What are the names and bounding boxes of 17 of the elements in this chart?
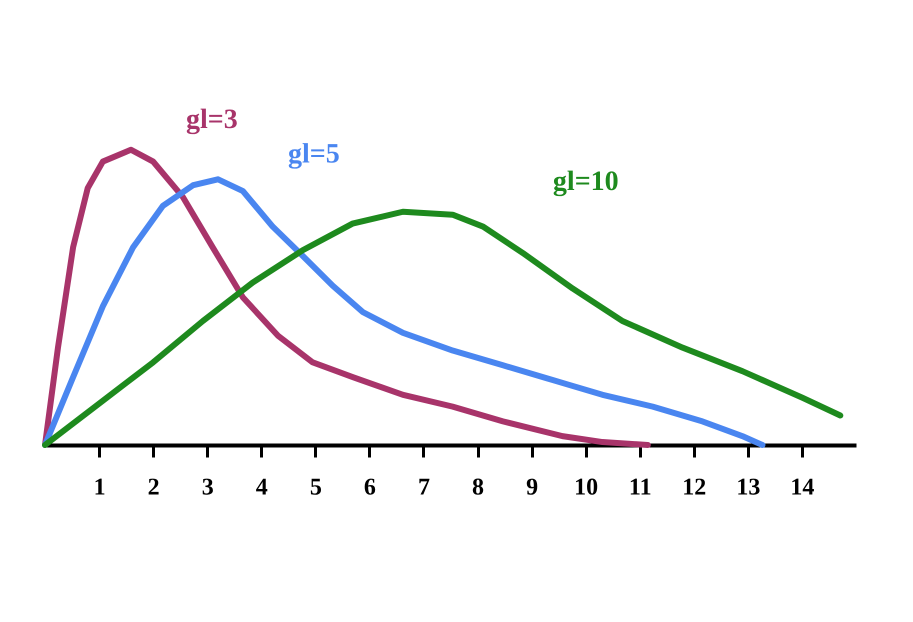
x-tick-label: 7 xyxy=(418,474,430,500)
series-label: gl=5 xyxy=(288,138,340,170)
x-tick-label: 14 xyxy=(790,474,814,500)
x-tick-label: 10 xyxy=(574,474,598,500)
x-tick-label: 6 xyxy=(364,474,376,500)
text: gl=10 xyxy=(552,166,619,197)
x-tick-label: 3 xyxy=(202,474,214,500)
x-tick-label: 5 xyxy=(310,474,322,500)
x-tick-label: 9 xyxy=(526,474,538,500)
x-tick-label: 2 xyxy=(148,474,160,500)
x-tick-label: 1 xyxy=(94,474,106,500)
x-tick-label: 13 xyxy=(736,474,760,500)
x-tick-label: 4 xyxy=(256,474,268,500)
series-label: gl=3 xyxy=(186,104,238,135)
x-tick-label: 11 xyxy=(628,474,652,500)
x-tick-label: 12 xyxy=(682,474,706,500)
x-tick-label: 8 xyxy=(472,474,484,500)
